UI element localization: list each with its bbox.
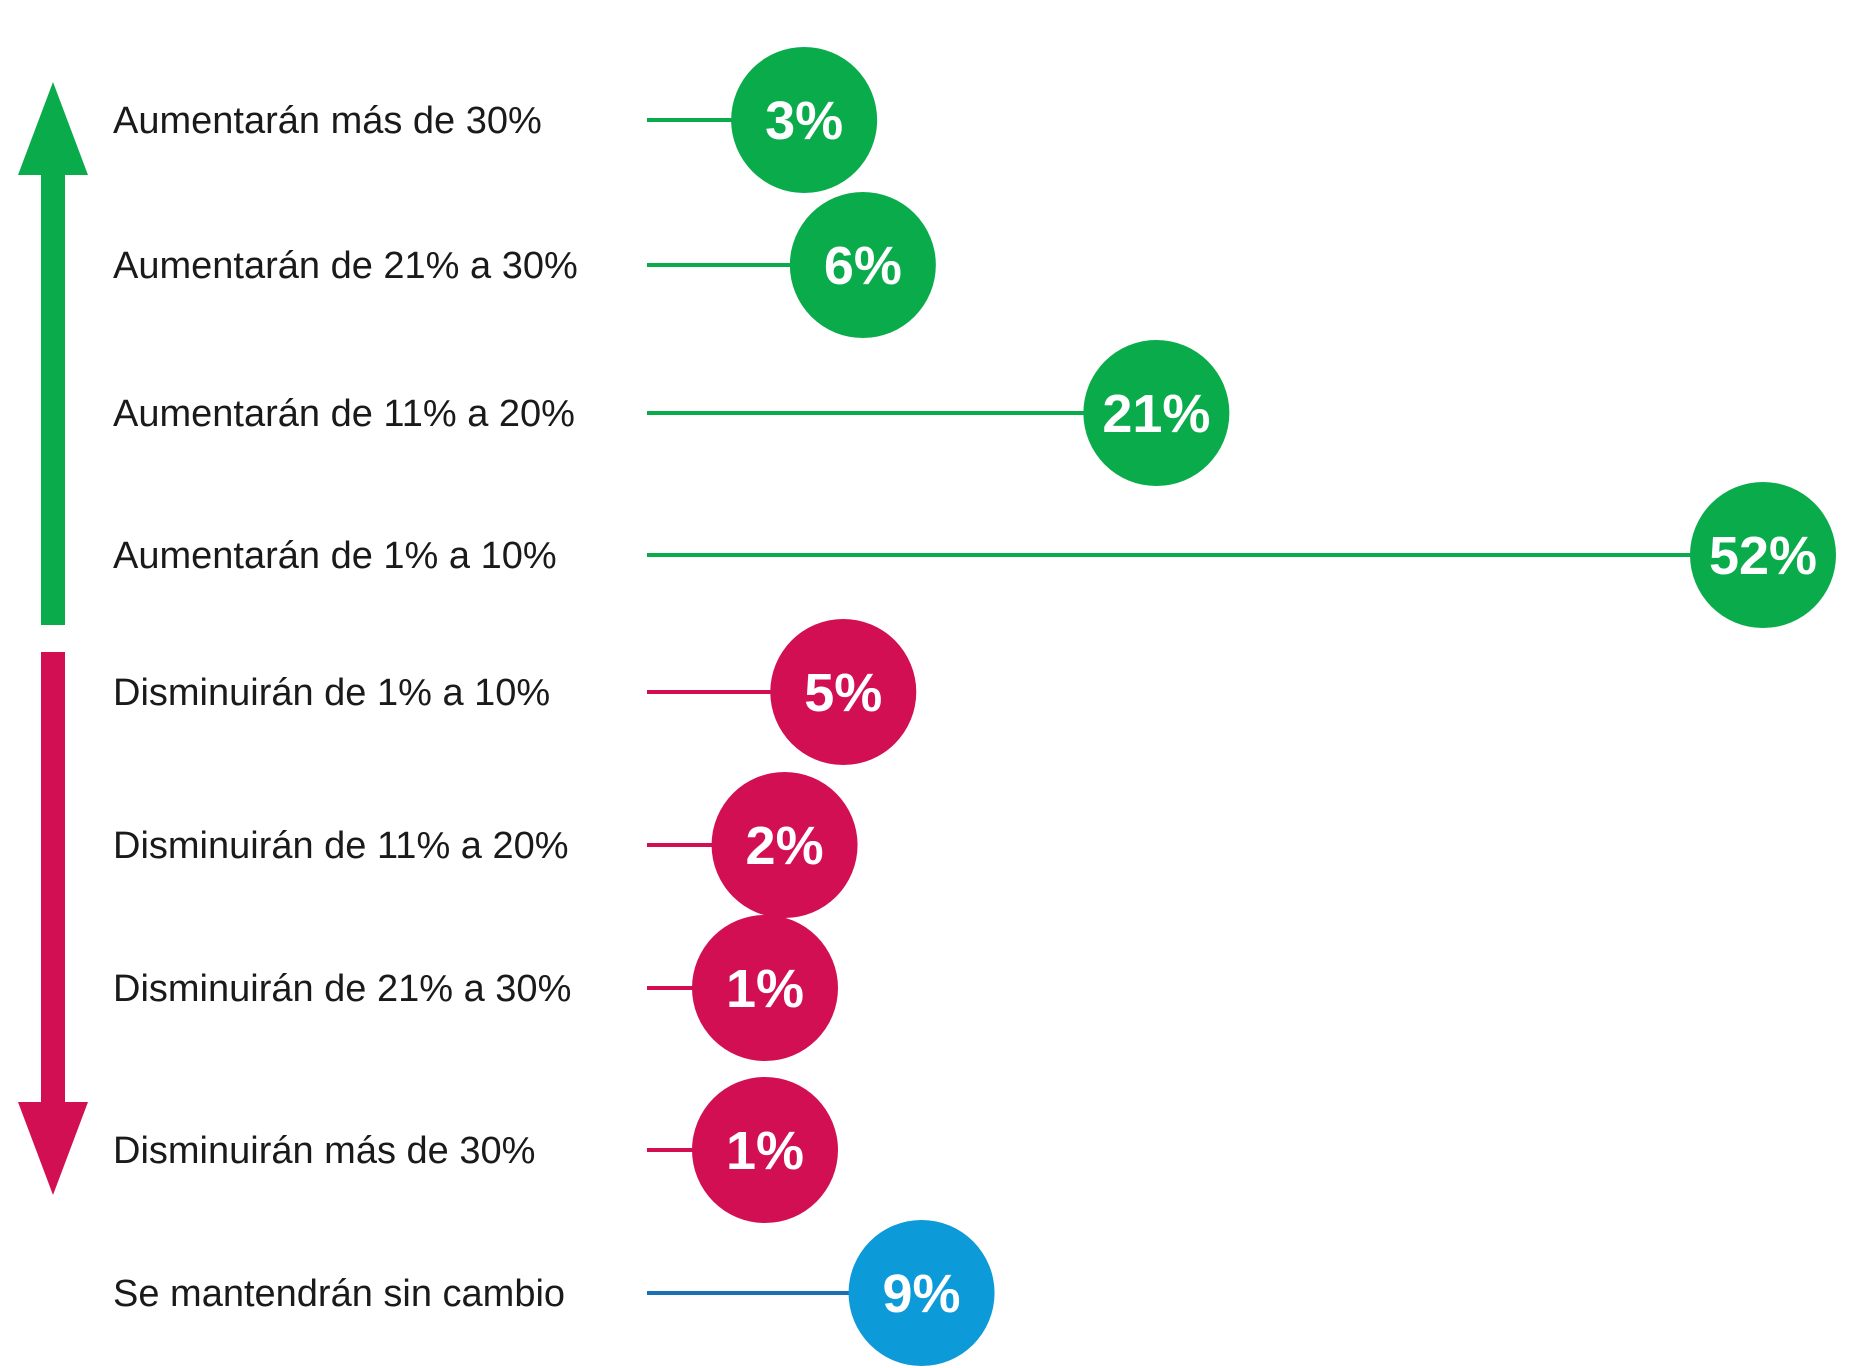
category-label: Se mantendrán sin cambio (113, 1273, 565, 1315)
category-label: Aumentarán más de 30% (113, 100, 542, 142)
value-label: 3% (765, 91, 843, 151)
value-circle (692, 1077, 838, 1223)
category-label: Aumentarán de 21% a 30% (113, 245, 578, 287)
category-labels: Aumentarán más de 30% Aumentarán de 21% a… (113, 100, 578, 1315)
category-label: Disminuirán de 21% a 30% (113, 968, 571, 1010)
down-arrow (18, 652, 88, 1195)
value-label: 1% (726, 959, 804, 1019)
value-circle (770, 619, 917, 765)
value-circles: 3% 6% 21% 52% 5% 2% 1% 1% 9% (692, 47, 1836, 1366)
category-label: Disminuirán de 11% a 20% (113, 825, 569, 867)
value-circle (692, 915, 838, 1061)
value-label: 6% (824, 236, 902, 296)
value-label: 5% (804, 663, 882, 723)
value-circle (848, 1220, 995, 1366)
value-circle (1690, 482, 1836, 628)
value-label: 52% (1709, 526, 1817, 586)
value-label: 1% (726, 1121, 804, 1181)
value-circle (711, 772, 858, 918)
value-circle (1083, 340, 1230, 486)
value-label: 21% (1102, 384, 1210, 444)
value-circle (789, 192, 936, 338)
category-label: Aumentarán de 11% a 20% (113, 393, 575, 435)
up-arrow (18, 82, 88, 625)
category-label: Disminuirán más de 30% (113, 1130, 535, 1172)
value-label: 2% (746, 816, 824, 876)
category-label: Disminuirán de 1% a 10% (113, 672, 550, 714)
value-circle (731, 47, 878, 193)
direction-arrows (18, 82, 88, 1195)
category-label: Aumentarán de 1% a 10% (113, 535, 557, 577)
value-label: 9% (883, 1264, 961, 1324)
